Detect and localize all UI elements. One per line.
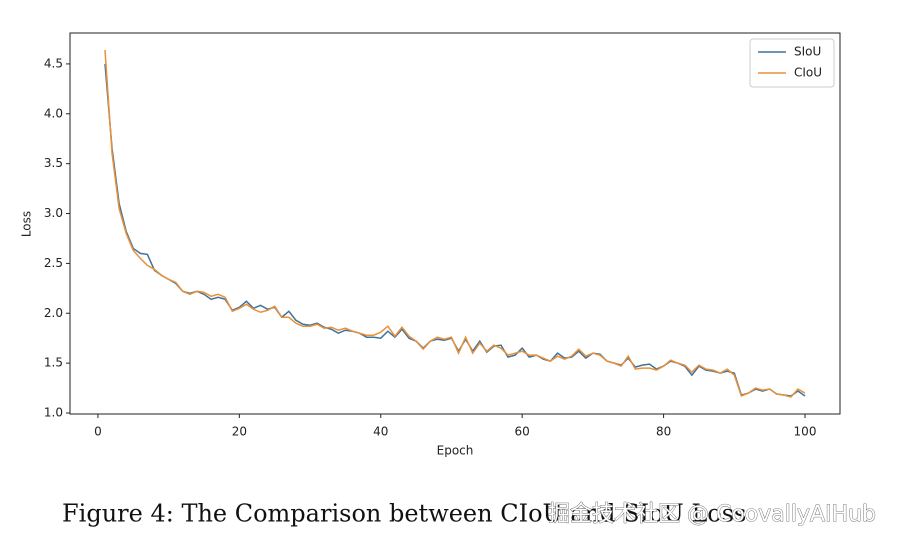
x-tick-label: 0 <box>94 425 102 439</box>
legend-label: CIoU <box>794 66 822 80</box>
y-tick-label: 4.0 <box>44 106 63 120</box>
y-tick-label: 1.5 <box>44 356 63 370</box>
y-tick-label: 3.0 <box>44 206 63 220</box>
y-tick-label: 3.5 <box>44 156 63 170</box>
x-axis-label: Epoch <box>437 444 474 458</box>
x-tick-label: 60 <box>515 425 530 439</box>
x-tick-label: 80 <box>656 425 671 439</box>
y-tick-label: 2.0 <box>44 306 63 320</box>
x-tick-label: 20 <box>232 425 247 439</box>
series-line <box>104 49 806 398</box>
y-tick-label: 2.5 <box>44 256 63 270</box>
x-tick-label: 100 <box>794 425 817 439</box>
y-axis-label: Loss <box>20 211 34 237</box>
x-tick-label: 40 <box>373 425 388 439</box>
watermark: 掘金技术社区 @ CoovallyAIHub <box>548 502 876 527</box>
legend-label: SIoU <box>794 45 821 59</box>
y-tick-label: 4.5 <box>44 56 63 70</box>
plot-frame <box>69 32 841 415</box>
caption: Figure 4: The Comparison between CIoU an… <box>62 500 746 528</box>
legend-box <box>749 38 835 88</box>
y-tick-label: 1.0 <box>44 406 63 420</box>
